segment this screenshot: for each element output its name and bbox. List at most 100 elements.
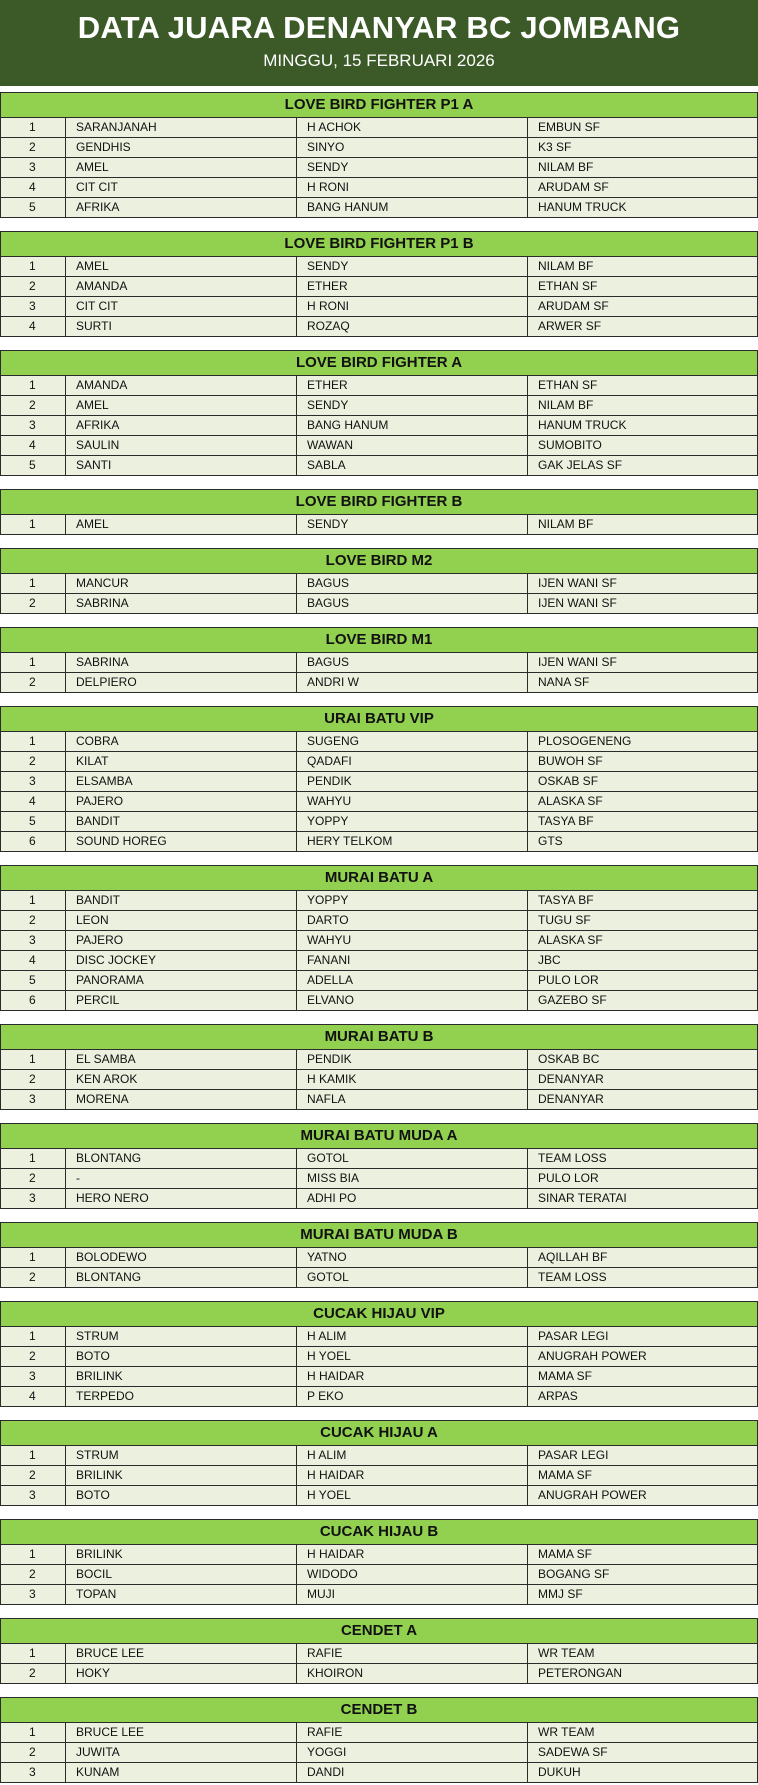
- team: TEAM LOSS: [538, 1270, 607, 1284]
- rank: 1: [1, 1446, 66, 1465]
- owner: PENDIK: [297, 1050, 528, 1069]
- owner: DARTO: [297, 911, 528, 930]
- rank: 3: [1, 1189, 66, 1208]
- team: SUMOBITO: [538, 438, 602, 452]
- bird-name: MANCUR: [66, 574, 297, 593]
- result-row: 2 KEN AROK H KAMIK DENANYAR: [1, 1070, 757, 1090]
- result-row: 3 AMEL SENDY NILAM BF: [1, 158, 757, 178]
- result-row: 1 BRUCE LEE RAFIE WR TEAM: [1, 1644, 757, 1664]
- team: GAZEBO SF: [538, 993, 607, 1007]
- team: WR TEAM: [538, 1725, 595, 1739]
- owner: P EKO: [297, 1387, 528, 1406]
- owner: GOTOL: [297, 1149, 528, 1168]
- owner: ELVANO: [297, 991, 528, 1010]
- team: K3 SF: [538, 140, 572, 154]
- owner: BAGUS: [297, 574, 528, 593]
- owner: BAGUS: [297, 594, 528, 613]
- owner: NAFLA: [297, 1090, 528, 1109]
- owner: SENDY: [297, 158, 528, 177]
- owner: H ACHOK: [297, 118, 528, 137]
- result-row: 3 BOTO H YOEL ANUGRAH POWER: [1, 1486, 757, 1506]
- team: HANUM TRUCK: [538, 200, 627, 214]
- owner: BANG HANUM: [297, 198, 528, 217]
- result-row: 2 BOCIL WIDODO BOGANG SF: [1, 1565, 757, 1585]
- rank: 1: [1, 1248, 66, 1267]
- team: ARWER SF: [538, 319, 602, 333]
- bird-name: BANDIT: [66, 812, 297, 831]
- owner: BANG HANUM: [297, 416, 528, 435]
- result-row: 3 MORENA NAFLA DENANYAR: [1, 1090, 757, 1110]
- result-row: 2 SABRINA BAGUS IJEN WANI SF: [1, 594, 757, 614]
- team: IJEN WANI SF: [538, 655, 617, 669]
- owner: YOGGI: [297, 1743, 528, 1762]
- rank: 5: [1, 971, 66, 990]
- rank: 2: [1, 1268, 66, 1287]
- result-row: 5 SANTI SABLA GAK JELAS SF: [1, 456, 757, 476]
- rank: 2: [1, 1565, 66, 1584]
- team: WR TEAM: [538, 1646, 595, 1660]
- team: BUWOH SF: [538, 754, 603, 768]
- team: NILAM BF: [538, 398, 594, 412]
- rank: 4: [1, 951, 66, 970]
- result-row: 2 BOTO H YOEL ANUGRAH POWER: [1, 1347, 757, 1367]
- class-table: LOVE BIRD FIGHTER P1 A 1 SARANJANAH H ACHOK…: [0, 92, 758, 218]
- owner: MISS BIA: [297, 1169, 528, 1188]
- owner: H YOEL: [297, 1486, 528, 1505]
- result-row: 2 LEON DARTO TUGU SF: [1, 911, 757, 931]
- owner: H YOEL: [297, 1347, 528, 1366]
- rank: 2: [1, 1664, 66, 1683]
- result-row: 3 AFRIKA BANG HANUM HANUM TRUCK: [1, 416, 757, 436]
- owner: H KAMIK: [297, 1070, 528, 1089]
- subtitle: MINGGU, 15 FEBRUARI 2026: [263, 51, 495, 70]
- class-title: MURAI BATU A: [1, 866, 757, 891]
- rank: 1: [1, 1050, 66, 1069]
- result-row: 1 BRUCE LEE RAFIE WR TEAM: [1, 1723, 757, 1743]
- team: IJEN WANI SF: [538, 596, 617, 610]
- class-table: CUCAK HIJAU VIP 1 STRUM H ALIM PASAR LEGI 2 BO…: [0, 1301, 758, 1407]
- bird-name: SOUND HOREG: [66, 832, 297, 851]
- owner: ETHER: [297, 277, 528, 296]
- owner: YATNO: [297, 1248, 528, 1267]
- team: BOGANG SF: [538, 1567, 610, 1581]
- team: EMBUN SF: [538, 120, 601, 134]
- rank: 3: [1, 1585, 66, 1604]
- rank: 2: [1, 1743, 66, 1762]
- result-row: 2 AMANDA ETHER ETHAN SF: [1, 277, 757, 297]
- rank: 3: [1, 158, 66, 177]
- bird-name: STRUM: [66, 1327, 297, 1346]
- result-row: 3 PAJERO WAHYU ALASKA SF: [1, 931, 757, 951]
- owner: SENDY: [297, 257, 528, 276]
- rank: 1: [1, 1545, 66, 1564]
- rank: 2: [1, 1466, 66, 1485]
- rank: 6: [1, 832, 66, 851]
- bird-name: GENDHIS: [66, 138, 297, 157]
- bird-name: BRILINK: [66, 1367, 297, 1386]
- rank: 5: [1, 812, 66, 831]
- result-row: 5 BANDIT YOPPY TASYA BF: [1, 812, 757, 832]
- team: NILAM BF: [538, 259, 594, 273]
- result-row: 4 DISC JOCKEY FANANI JBC: [1, 951, 757, 971]
- result-row: 1 SABRINA BAGUS IJEN WANI SF: [1, 653, 757, 673]
- class-table: MURAI BATU MUDA B 1 BOLODEWO YATNO AQILLAH B…: [0, 1222, 758, 1288]
- team: ALASKA SF: [538, 794, 603, 808]
- owner: H HAIDAR: [297, 1545, 528, 1564]
- bird-name: BRILINK: [66, 1466, 297, 1485]
- class-title: LOVE BIRD FIGHTER P1 B: [1, 232, 757, 257]
- team: TEAM LOSS: [538, 1151, 607, 1165]
- bird-name: PERCIL: [66, 991, 297, 1010]
- result-row: 2 KILAT QADAFI BUWOH SF: [1, 752, 757, 772]
- rank: 1: [1, 732, 66, 751]
- rank: 3: [1, 1367, 66, 1386]
- rank: 4: [1, 317, 66, 336]
- owner: ADELLA: [297, 971, 528, 990]
- rank: 1: [1, 653, 66, 672]
- rank: 3: [1, 931, 66, 950]
- class-title: CUCAK HIJAU A: [1, 1421, 757, 1446]
- team: DENANYAR: [538, 1092, 604, 1106]
- result-row: 2 BRILINK H HAIDAR MAMA SF: [1, 1466, 757, 1486]
- team: ALASKA SF: [538, 933, 603, 947]
- class-title: MURAI BATU B: [1, 1025, 757, 1050]
- bird-name: CIT CIT: [66, 178, 297, 197]
- result-row: 3 ELSAMBA PENDIK OSKAB SF: [1, 772, 757, 792]
- bird-name: AMEL: [66, 158, 297, 177]
